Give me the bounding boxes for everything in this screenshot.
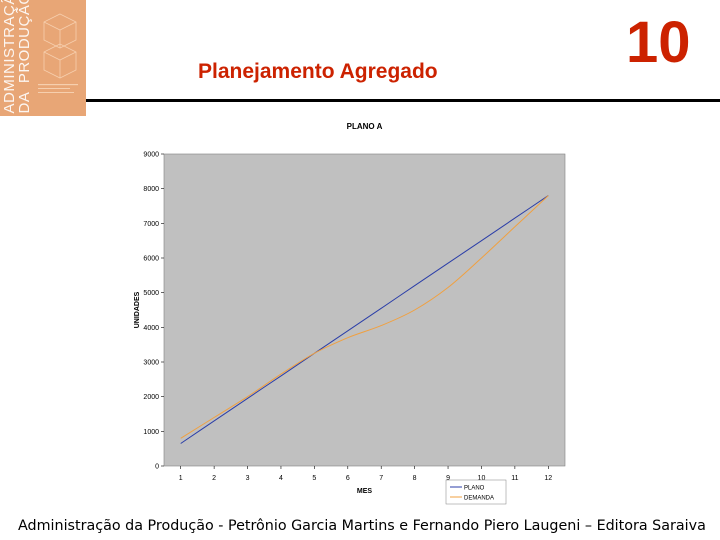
series-line-demanda <box>180 195 549 439</box>
y-tick-label: 4000 <box>143 325 159 332</box>
cover-author-lines <box>38 84 78 93</box>
x-tick-label: 9 <box>446 475 450 482</box>
x-tick-label: 3 <box>246 475 250 482</box>
y-tick-label: 2000 <box>143 394 159 401</box>
x-tick-label: 11 <box>511 475 518 482</box>
y-tick-label: 9000 <box>143 152 159 159</box>
header-divider <box>86 99 720 102</box>
y-tick-label: 8000 <box>143 186 159 193</box>
x-axis-label: MES <box>357 488 373 495</box>
y-tick-label: 6000 <box>143 256 159 263</box>
x-tick-label: 2 <box>212 475 216 482</box>
y-tick-label: 1000 <box>143 429 159 436</box>
plot-area <box>163 153 566 467</box>
plano-a-line-chart: PLANO A 0 1000 2000 3000 4000 5000 6000 7000 8000… <box>134 122 566 505</box>
x-tick-label: 12 <box>544 475 552 482</box>
y-axis-label: UNIDADES <box>134 291 141 328</box>
legend-box <box>445 479 507 505</box>
legend-label-demanda: DEMANDA <box>464 495 494 501</box>
series-line-plano <box>180 195 549 444</box>
footer-citation: Administração da Produção - Petrônio Gar… <box>18 518 706 534</box>
x-tick-label: 8 <box>413 475 417 482</box>
book-cover-image: ADMINISTRAÇÃO DA PRODUÇÃO <box>0 0 86 116</box>
x-tick-label: 4 <box>279 475 283 482</box>
y-tick-label: 7000 <box>143 221 159 228</box>
x-tick-label: 7 <box>379 475 383 482</box>
y-tick-label: 3000 <box>143 360 159 367</box>
slide-title: Planejamento Agregado <box>198 60 438 83</box>
y-tick-label: 0 <box>155 464 159 471</box>
legend-label-plano: PLANO <box>464 485 485 491</box>
chapter-number: 10 <box>626 10 691 75</box>
x-tick-label: 5 <box>312 475 316 482</box>
y-tick-label: 5000 <box>143 290 159 297</box>
x-tick-label: 1 <box>179 475 183 482</box>
cover-cubes-graphic <box>43 13 77 79</box>
x-tick-label: 10 <box>478 475 486 482</box>
x-tick-label: 6 <box>346 475 350 482</box>
cover-title-text: ADMINISTRAÇÃO DA PRODUÇÃO <box>1 0 33 114</box>
chart-title: PLANO A <box>347 122 383 131</box>
